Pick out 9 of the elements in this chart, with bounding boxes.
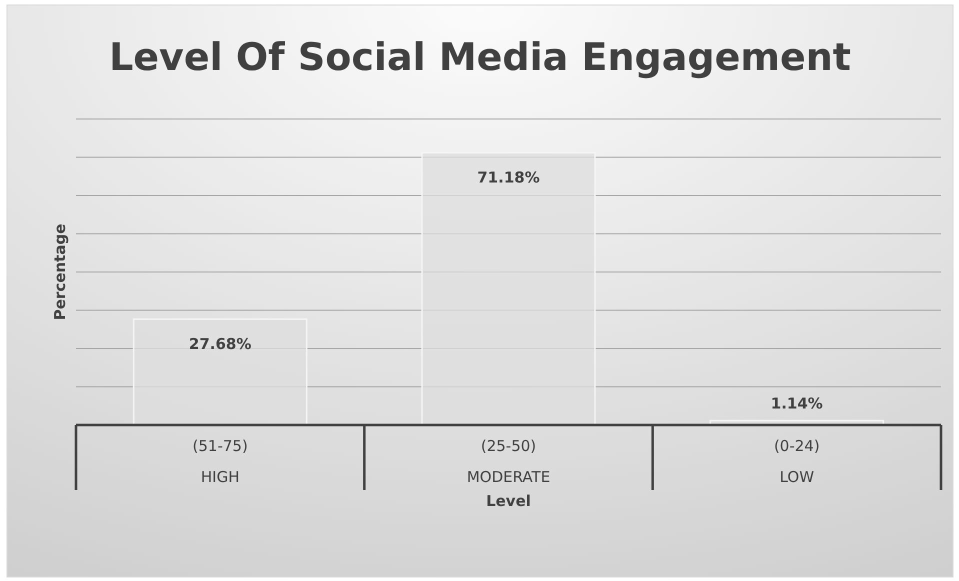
x-tick-label: (51-75) HIGH xyxy=(192,437,248,486)
x-axis-title: Level xyxy=(486,492,531,510)
y-axis-title: Percentage xyxy=(51,224,69,320)
data-label: 1.14% xyxy=(770,394,823,413)
x-tick-label: (25-50) MODERATE xyxy=(466,437,550,486)
chart-title: Level Of Social Media Engagement xyxy=(109,35,851,79)
x-tick-label: (0-24) LOW xyxy=(774,437,820,486)
data-label: 27.68% xyxy=(188,335,252,354)
data-label: 71.18% xyxy=(477,168,540,187)
